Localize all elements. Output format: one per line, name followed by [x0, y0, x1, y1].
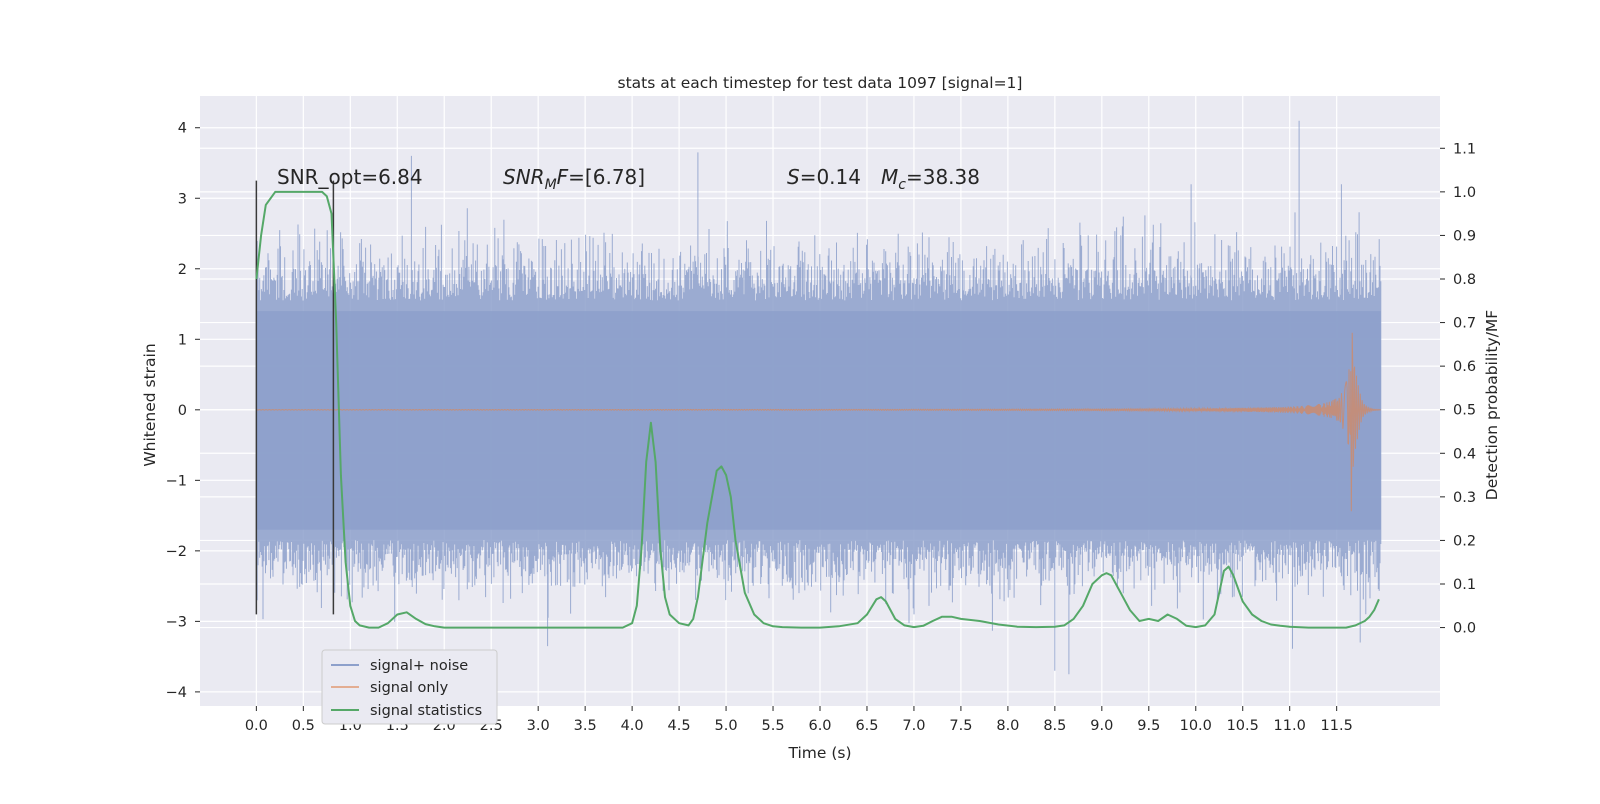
x-tick-label: 8.0: [996, 718, 1019, 734]
y-left-tick-label: −3: [166, 614, 187, 630]
chart-title: stats at each timestep for test data 109…: [618, 74, 1023, 92]
x-tick-label: 8.5: [1043, 718, 1066, 734]
y-axis-right-label: Detection probability/MF: [1483, 310, 1501, 501]
y-right-tick-label: 0.8: [1453, 272, 1476, 288]
series-signal-statistics: [255, 190, 1380, 629]
y-right-tick-label: 0.4: [1453, 446, 1476, 462]
s-value: =0.14: [800, 165, 861, 189]
s-label: S: [787, 165, 800, 189]
x-tick-label: 4.0: [621, 718, 644, 734]
y-right-tick-label: 1.0: [1453, 185, 1476, 201]
snr-mf-sub: M: [545, 177, 557, 193]
y-right-tick-label: 0.6: [1453, 359, 1476, 375]
snr-mf-label: SNR: [503, 165, 545, 189]
legend-box: [321, 649, 498, 725]
mc-sub: c: [898, 177, 906, 193]
legend-label-signal: signal only: [370, 680, 449, 696]
series-signal-only: [256, 332, 1381, 512]
x-tick-label: 4.5: [668, 718, 691, 734]
snr-mf-value: =[6.78]: [568, 165, 645, 189]
x-tick-label: 0.0: [245, 718, 268, 734]
x-tick-label: 11.0: [1274, 718, 1306, 734]
y-right-tick-label: 0.7: [1453, 316, 1476, 332]
y-left-tick-label: 2: [178, 262, 187, 278]
x-tick-label: 3.5: [574, 718, 597, 734]
y-right-tick-label: 0.2: [1453, 533, 1476, 549]
x-tick-label: 7.0: [902, 718, 925, 734]
y-left-tick-label: −1: [166, 473, 187, 489]
statistics-line: [255, 190, 1380, 629]
y-right-tick-label: 0.1: [1453, 577, 1476, 593]
snr-mf-mid: F: [557, 165, 569, 189]
x-tick-label: 10.5: [1227, 718, 1259, 734]
legend-label-stats: signal statistics: [370, 703, 482, 719]
axis-ticks: 0.0 0.5 1.0 1.5 2.0 2.5 3.0 3.5 4.0 4.5 5.0 5.5 6.0 6…: [166, 121, 1476, 734]
series-signal-noise: [255, 120, 1382, 675]
x-tick-label: 0.5: [292, 718, 315, 734]
x-axis-label: Time (s): [787, 744, 851, 762]
x-tick-label: 6.0: [808, 718, 831, 734]
legend-label-noise: signal+ noise: [370, 658, 468, 674]
y-left-tick-label: −4: [166, 685, 187, 701]
y-left-tick-label: −2: [166, 544, 187, 560]
y-right-tick-label: 0.9: [1453, 228, 1476, 244]
signal-trace: [256, 332, 1381, 512]
x-tick-label: 6.5: [855, 718, 878, 734]
annotation-mc: Mc=38.38: [881, 165, 980, 193]
y-left-tick-label: 1: [178, 332, 187, 348]
y-axis-left-label: Whitened strain: [141, 343, 159, 466]
y-left-tick-label: 3: [178, 191, 187, 207]
x-tick-label: 11.5: [1321, 718, 1353, 734]
annotation-s: S=0.14: [787, 165, 861, 189]
x-tick-label: 9.0: [1090, 718, 1113, 734]
annotation-snr-opt: SNR_opt=6.84: [277, 165, 423, 189]
x-tick-label: 5.5: [761, 718, 784, 734]
y-left-tick-label: 0: [178, 403, 187, 419]
y-right-tick-label: 0.5: [1453, 403, 1476, 419]
legend: signal+ noise signal only signal statist…: [321, 649, 498, 725]
x-tick-label: 10.0: [1180, 718, 1212, 734]
y-right-tick-label: 0.0: [1453, 621, 1476, 637]
y-right-tick-label: 0.3: [1453, 490, 1476, 506]
y-left-tick-label: 4: [178, 121, 187, 137]
annotation-snr-mf: SNRMF=[6.78]: [503, 165, 645, 193]
mc-value: =38.38: [906, 165, 980, 189]
y-right-tick-label: 1.1: [1453, 141, 1476, 157]
x-tick-label: 9.5: [1137, 718, 1160, 734]
x-tick-label: 5.0: [715, 718, 738, 734]
x-tick-label: 3.0: [527, 718, 550, 734]
mc-label: M: [881, 165, 898, 189]
x-tick-label: 7.5: [949, 718, 972, 734]
